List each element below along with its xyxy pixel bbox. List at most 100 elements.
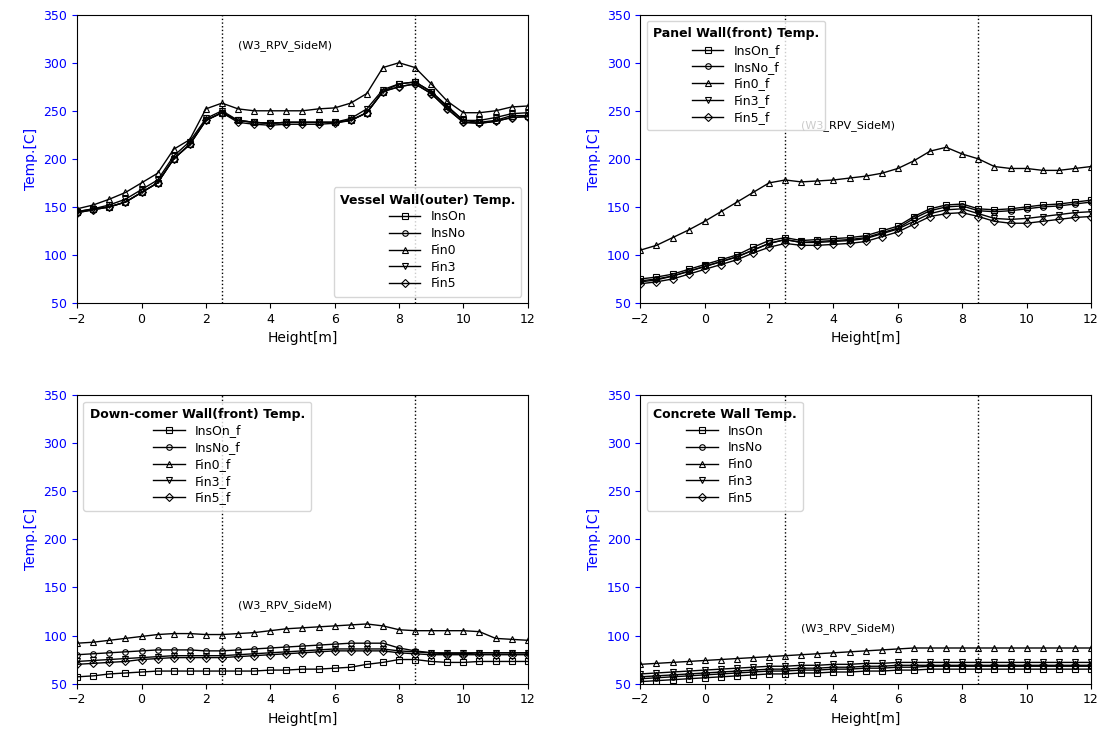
InsNo (168, 154, 181, 163)
Fin5_f (505, 650, 518, 659)
Fin3 (860, 659, 873, 668)
Fin3 (779, 662, 792, 670)
Fin3_f (360, 645, 374, 653)
Fin5_f (456, 650, 469, 659)
Fin5 (892, 661, 905, 670)
InsNo_f (376, 639, 389, 648)
Fin5 (151, 179, 164, 187)
InsOn (360, 108, 374, 117)
Fin3_f (987, 214, 1001, 223)
Fin5 (634, 673, 647, 681)
Fin0 (714, 655, 727, 664)
Fin5 (1004, 661, 1017, 670)
Fin3_f (682, 267, 695, 276)
Fin5 (473, 119, 486, 128)
Fin5_f (923, 212, 937, 221)
Fin3 (231, 116, 245, 125)
InsOn (972, 664, 985, 673)
Fin3 (360, 104, 374, 113)
Text: (W3_RPV_SideM): (W3_RPV_SideM) (801, 623, 895, 634)
Fin0 (409, 63, 422, 72)
Fin3 (1084, 658, 1098, 667)
InsNo_f (263, 644, 277, 653)
InsOn (456, 116, 469, 125)
Fin5 (955, 661, 969, 670)
InsNo (231, 116, 245, 125)
InsOn_f (280, 666, 293, 675)
Fin5_f (1020, 219, 1034, 228)
InsNo (280, 118, 293, 126)
Fin3 (119, 195, 132, 204)
InsOn_f (955, 200, 969, 209)
InsNo (489, 117, 503, 126)
Fin3 (907, 658, 920, 667)
Fin5 (907, 661, 920, 670)
Fin5_f (779, 239, 792, 248)
Line: InsOn: InsOn (638, 667, 1094, 684)
Legend: InsOn_f, InsNo_f, Fin0_f, Fin3_f, Fin5_f: InsOn_f, InsNo_f, Fin0_f, Fin3_f, Fin5_f (647, 21, 825, 130)
Fin5 (779, 664, 792, 673)
Fin5_f (860, 237, 873, 246)
Fin0 (843, 648, 856, 656)
Fin3_f (424, 648, 437, 657)
Fin3 (731, 664, 744, 673)
InsOn_f (892, 222, 905, 231)
Fin0_f (392, 625, 406, 634)
Fin0 (505, 103, 518, 112)
Fin5 (231, 118, 245, 126)
Fin0 (119, 188, 132, 197)
Fin0 (360, 89, 374, 98)
InsNo_f (409, 647, 422, 656)
InsOn (875, 667, 888, 675)
Fin5_f (424, 650, 437, 659)
InsOn_f (473, 657, 486, 666)
InsOn_f (151, 667, 164, 675)
InsOn_f (860, 232, 873, 240)
InsOn (473, 118, 486, 126)
Fin0_f (456, 626, 469, 635)
InsNo (199, 116, 213, 125)
InsOn_f (746, 243, 759, 251)
Fin0 (1020, 644, 1034, 653)
Fin3 (151, 176, 164, 184)
InsOn (183, 140, 196, 149)
InsNo (826, 664, 840, 673)
Fin0 (183, 135, 196, 144)
InsNo_f (746, 245, 759, 254)
Fin3_f (634, 277, 647, 286)
Fin3 (424, 87, 437, 96)
Fin3 (634, 670, 647, 678)
InsNo (119, 198, 132, 207)
Fin0_f (312, 623, 325, 631)
Fin0 (231, 104, 245, 113)
InsOn_f (248, 667, 261, 675)
Fin0_f (280, 624, 293, 633)
InsOn_f (215, 667, 228, 675)
Fin3 (763, 662, 776, 670)
Fin0 (746, 653, 759, 662)
InsNo_f (392, 644, 406, 653)
InsNo (860, 664, 873, 673)
Fin5_f (746, 248, 759, 257)
Fin0_f (650, 241, 663, 250)
Fin5_f (521, 650, 534, 659)
Fin3_f (87, 656, 100, 665)
Fin5 (168, 154, 181, 163)
Fin0_f (102, 636, 116, 645)
InsOn (505, 111, 518, 120)
InsOn (328, 118, 342, 126)
Fin3_f (168, 651, 181, 660)
InsNo_f (666, 272, 679, 281)
InsNo (795, 666, 808, 675)
InsNo_f (87, 649, 100, 658)
InsNo (875, 664, 888, 673)
Fin3_f (295, 647, 309, 656)
InsNo (360, 108, 374, 117)
Fin3 (843, 660, 856, 669)
X-axis label: Height[m]: Height[m] (831, 331, 900, 345)
InsNo (779, 667, 792, 675)
InsOn (940, 664, 953, 673)
Fin5 (441, 104, 454, 113)
InsNo (392, 82, 406, 91)
Line: Fin3_f: Fin3_f (638, 206, 1094, 284)
